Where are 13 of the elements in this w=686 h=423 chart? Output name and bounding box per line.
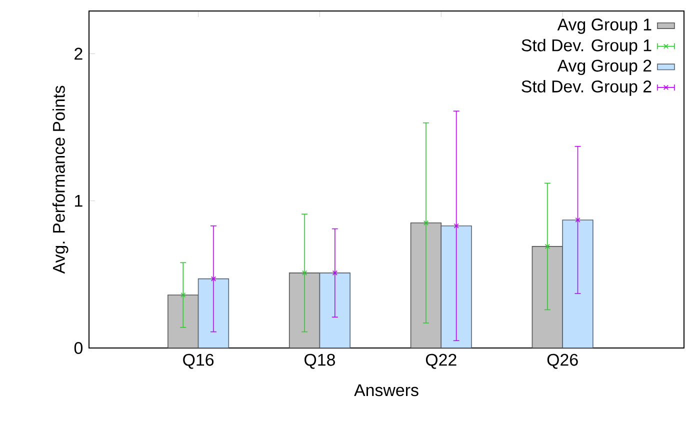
legend-label: Std Dev. Group 2 bbox=[522, 80, 652, 96]
x-tick-label: Q22 bbox=[426, 354, 456, 369]
legend-label: Avg Group 2 bbox=[557, 60, 652, 76]
y-tick-label: 2 bbox=[74, 48, 82, 60]
y-tick-label: 1 bbox=[75, 195, 82, 207]
legend-label: Avg Group 1 bbox=[557, 18, 652, 34]
y-tick-label: 0 bbox=[74, 342, 83, 354]
legend-label: Std Dev. Group 1 bbox=[522, 38, 652, 55]
y-axis-title: Avg. Performance Points bbox=[52, 86, 68, 274]
x-axis-title: Answers bbox=[354, 384, 418, 396]
x-tick-label: Q16 bbox=[183, 354, 214, 369]
x-tick-label: Q26 bbox=[547, 354, 578, 369]
x-tick-label: Q18 bbox=[304, 354, 335, 369]
